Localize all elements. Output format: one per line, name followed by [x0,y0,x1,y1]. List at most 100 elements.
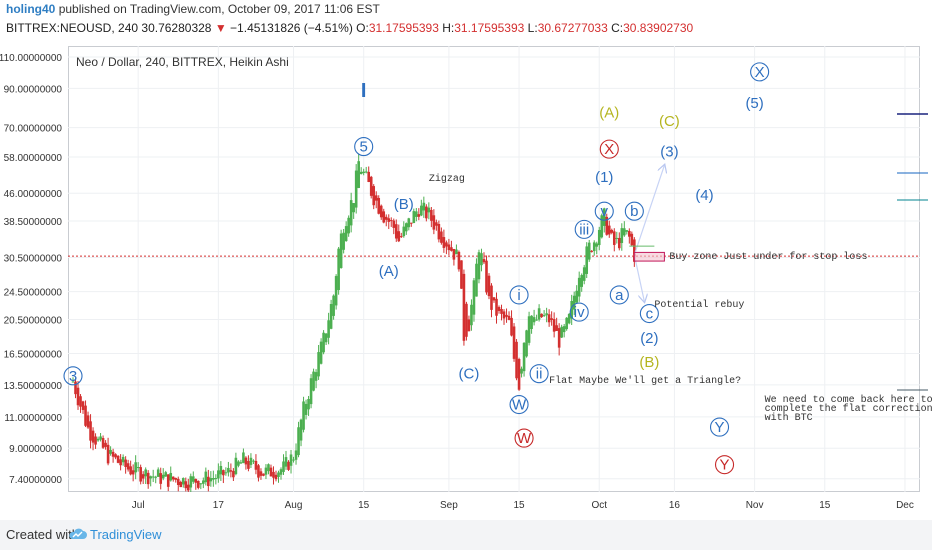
candle-body [217,470,220,479]
candle-body [590,250,594,252]
candle-body [382,211,386,223]
candle-body [527,316,531,343]
candle-body [555,325,558,331]
candle-body [389,220,393,222]
x-tick-label: Nov [746,500,764,511]
candle-body [412,211,416,223]
candle-body [282,461,285,472]
candle-body [600,215,604,238]
candle-body [106,444,110,464]
wave-label-text: Y [715,419,725,436]
candle-body [512,326,516,359]
candle-body [334,276,338,306]
candle-body [562,326,566,333]
candle-body [254,460,258,470]
candle-body [595,243,599,247]
tradingview-brand-link[interactable]: TradingView [90,527,162,542]
wave-label-text: (2) [640,330,658,347]
y-tick-label: 46.00000000 [4,189,63,200]
candle-body [633,239,636,262]
candle-body [430,209,433,221]
candle-body [492,297,496,301]
tradingview-cloud-icon [69,528,87,539]
candle-body [612,231,616,245]
candle-body [532,317,536,323]
candle-body [232,470,235,478]
wave-label-text: (B) [394,196,414,213]
candle-body [517,358,521,390]
candle-body [79,396,82,407]
candle-body [630,233,634,246]
candle-body [465,303,468,337]
candle-body [284,457,288,467]
chart-frame [68,46,920,492]
candle-body [151,476,155,478]
wave-label-text: 3 [69,368,77,385]
y-axis: 110.00000000 90.00000000 70.00000000 58.000… [0,53,62,486]
candle-body [379,205,383,218]
candle-body [297,427,300,456]
candle-body [111,451,115,457]
close-label: C: [611,21,624,35]
candle-body [174,478,178,480]
wave-label-text: b [630,203,638,220]
candle-body [121,456,125,463]
candle-body [354,170,358,208]
candle-body [234,457,238,475]
created-with-label: Created with [6,527,79,542]
candle-body [525,330,528,357]
candle-body [129,466,132,475]
candle-body [425,206,428,219]
candle-body [169,472,173,481]
candle-body [124,459,127,467]
candle-body [189,476,193,488]
candle-body [312,371,315,391]
candle-body [477,252,481,280]
candle-body [302,401,305,430]
chart-note-text: with BTC [765,412,813,424]
candle-body [86,415,90,428]
candle-body [186,484,190,491]
candle-body [257,465,260,478]
candle-body [131,470,135,475]
candle-body [191,476,195,482]
candle-body [327,320,330,338]
wave-label-circle [514,428,534,448]
candle-body [628,230,631,237]
last-price: 30.76280328 [141,21,212,35]
candle-body [417,214,421,217]
down-arrow-line [633,254,644,302]
wave-label-circle [709,417,730,437]
wave-label-text: (5) [745,95,763,112]
y-tick-label: 58.00000000 [4,153,63,164]
candle-body [577,277,581,297]
wave-label-circle [569,302,589,322]
x-tick-label: 15 [819,500,831,511]
candle-body [502,311,506,319]
candle-body [309,378,313,405]
wave-label-circle [599,139,619,159]
candle-body [227,467,230,473]
wave-label-circle [714,455,735,475]
candle-body [229,470,233,472]
candle-body [212,478,215,480]
candle-body [460,260,463,289]
publish-info: published on TradingView.com, October 09… [58,2,380,16]
wave-label-text: (C) [459,366,480,383]
candle-body [582,267,586,281]
candle-body [262,473,265,476]
wave-label-text: (A) [379,263,399,280]
candle-body [384,216,388,220]
text-notes: Zigzag Buy zone Just under for stop loss P… [429,173,932,424]
x-tick-label: Sep [440,500,458,511]
wave-label-text: (B) [639,354,659,371]
candle-body [166,474,170,487]
chart-header: holing40 published on TradingView.com, O… [0,0,932,40]
candle-body [522,342,526,372]
author-link[interactable]: holing40 [6,2,56,16]
candle-body [237,461,240,466]
wave-label-text: (1) [595,169,613,186]
candle-body [552,319,556,332]
candle-body [402,226,406,237]
